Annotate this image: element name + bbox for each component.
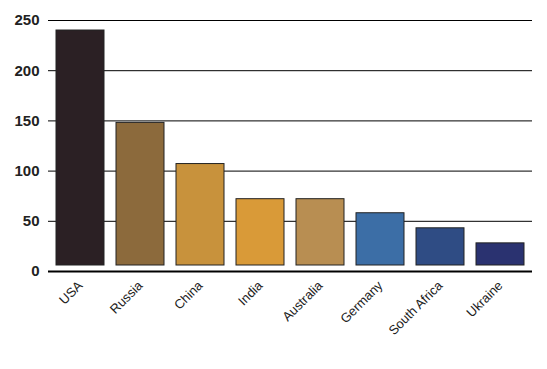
svg-text:China: China xyxy=(171,277,206,312)
svg-text:100: 100 xyxy=(14,162,39,179)
svg-text:150: 150 xyxy=(14,112,39,129)
svg-text:250: 250 xyxy=(14,11,39,28)
svg-text:200: 200 xyxy=(14,61,39,78)
svg-text:0: 0 xyxy=(31,262,39,279)
svg-text:Ukraine: Ukraine xyxy=(463,278,505,320)
svg-text:50: 50 xyxy=(23,212,40,229)
svg-text:India: India xyxy=(235,277,266,308)
svg-text:Australia: Australia xyxy=(279,277,326,324)
svg-text:South Africa: South Africa xyxy=(385,277,446,338)
svg-text:USA: USA xyxy=(56,278,86,308)
svg-text:Russia: Russia xyxy=(107,277,146,316)
svg-text:Germany: Germany xyxy=(337,277,386,326)
